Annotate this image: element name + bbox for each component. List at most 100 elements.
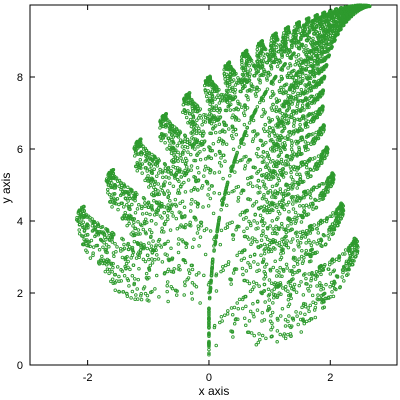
data-point	[238, 146, 241, 149]
data-point	[268, 126, 271, 129]
data-point	[287, 159, 290, 162]
data-point	[177, 151, 180, 154]
data-point	[290, 84, 293, 87]
data-point	[196, 166, 199, 169]
data-point	[198, 127, 201, 130]
data-point	[247, 98, 250, 101]
data-point	[252, 138, 255, 141]
data-point	[293, 283, 296, 286]
data-point	[134, 199, 137, 202]
data-point	[267, 288, 270, 291]
data-point	[281, 238, 284, 241]
data-point	[248, 282, 251, 285]
data-point	[164, 253, 167, 256]
data-point	[256, 222, 259, 225]
data-point	[278, 271, 281, 274]
data-point	[181, 183, 184, 186]
data-point	[108, 246, 111, 249]
data-point	[275, 275, 278, 278]
data-point	[153, 199, 156, 202]
data-point	[296, 105, 299, 108]
data-point	[292, 178, 295, 181]
data-point	[351, 259, 354, 262]
data-point	[301, 138, 304, 141]
data-point	[180, 224, 183, 227]
data-point	[145, 212, 148, 215]
data-point	[314, 278, 317, 281]
data-point	[191, 298, 194, 301]
data-point	[139, 158, 142, 161]
data-point	[191, 282, 194, 285]
data-point	[118, 290, 121, 293]
data-point	[225, 143, 228, 146]
data-point	[280, 222, 283, 225]
data-point	[178, 238, 181, 241]
data-point	[213, 120, 216, 123]
data-point	[256, 185, 259, 188]
data-point	[267, 174, 270, 177]
data-point	[226, 226, 229, 229]
data-point	[271, 220, 274, 223]
data-point	[238, 298, 241, 301]
data-point	[296, 240, 299, 243]
data-point	[322, 288, 325, 291]
data-point	[243, 257, 246, 260]
data-point	[98, 249, 101, 252]
data-point	[199, 236, 202, 239]
data-point	[166, 281, 169, 284]
data-point	[272, 302, 275, 305]
data-point	[286, 267, 289, 270]
data-point	[329, 285, 332, 288]
data-point	[103, 259, 106, 262]
data-point	[303, 160, 306, 163]
data-point	[291, 151, 294, 154]
data-point	[309, 168, 312, 171]
data-point	[219, 131, 222, 134]
data-point	[256, 52, 259, 55]
data-point	[232, 234, 235, 237]
data-point	[300, 281, 303, 284]
data-point	[187, 269, 190, 272]
data-point	[202, 120, 205, 123]
data-point	[125, 262, 128, 265]
data-point	[167, 300, 170, 303]
data-point	[218, 192, 221, 195]
data-point	[197, 225, 200, 228]
data-point	[152, 163, 155, 166]
data-point	[278, 89, 281, 92]
data-point	[323, 219, 326, 222]
data-point	[296, 263, 299, 266]
data-point	[152, 240, 155, 243]
data-point	[213, 192, 216, 195]
data-point	[287, 201, 290, 204]
data-point	[304, 141, 307, 144]
data-point	[124, 211, 127, 214]
data-point	[178, 265, 181, 268]
data-point	[185, 159, 188, 162]
data-point	[285, 172, 288, 175]
data-point	[293, 90, 296, 93]
data-point	[300, 58, 303, 61]
data-point	[104, 270, 107, 273]
data-point	[300, 331, 303, 334]
data-point	[197, 228, 200, 231]
data-point	[155, 244, 158, 247]
data-point	[258, 58, 261, 61]
data-point	[237, 200, 240, 203]
data-point	[291, 77, 294, 80]
data-point	[311, 294, 314, 297]
data-point	[256, 309, 259, 312]
data-point	[139, 249, 142, 252]
data-point	[253, 220, 256, 223]
data-point	[224, 264, 227, 267]
data-point	[246, 280, 249, 283]
data-point	[127, 200, 130, 203]
data-point	[214, 98, 217, 101]
data-point	[164, 141, 167, 144]
data-point	[307, 148, 310, 151]
data-point	[258, 333, 261, 336]
data-point	[237, 108, 240, 111]
data-point	[196, 119, 199, 122]
data-point	[129, 197, 132, 200]
